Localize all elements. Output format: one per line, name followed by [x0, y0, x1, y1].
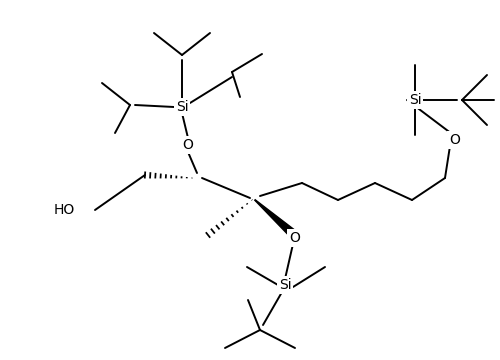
Text: O: O — [290, 231, 300, 245]
Polygon shape — [255, 200, 294, 236]
Text: Si: Si — [408, 93, 422, 107]
Text: Si: Si — [176, 100, 188, 114]
Text: O: O — [450, 133, 460, 147]
Text: HO: HO — [54, 203, 75, 217]
Text: Si: Si — [278, 278, 291, 292]
Text: O: O — [182, 138, 194, 152]
